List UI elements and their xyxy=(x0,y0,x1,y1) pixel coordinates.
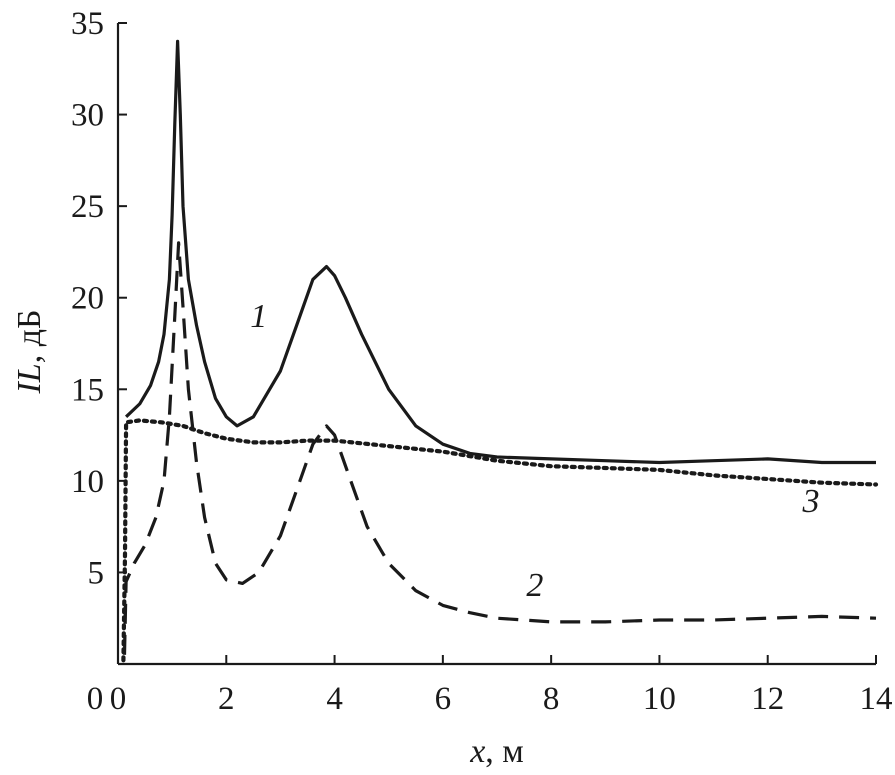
series-3-label: 3 xyxy=(802,483,820,520)
x-axis-unit: , м xyxy=(485,733,524,770)
labels-layer: 1 2 3 xyxy=(250,298,819,604)
series-2-line xyxy=(122,241,877,655)
x-axis-var: x xyxy=(469,733,485,770)
x-tick-label: 6 xyxy=(435,681,452,717)
y-tick-label: 5 xyxy=(88,555,105,591)
y-axis-var: IL xyxy=(11,363,48,394)
y-axis-title: IL, дБ xyxy=(11,309,48,394)
series-1-line xyxy=(124,39,876,465)
y-tick-label: 25 xyxy=(71,189,104,225)
series-layer xyxy=(121,39,879,663)
x-tick-label: 4 xyxy=(326,681,343,717)
y-axis-unit: , дБ xyxy=(11,309,48,363)
x-tick-label: 2 xyxy=(218,681,235,717)
y-tick-label: 30 xyxy=(71,98,104,134)
y-tick-label: 15 xyxy=(71,372,104,408)
x-tick-label: 10 xyxy=(643,681,676,717)
series-2-label: 2 xyxy=(526,567,543,604)
series-1-label: 1 xyxy=(250,298,267,335)
x-axis-title: x, м xyxy=(469,733,524,770)
x-tick-label: 14 xyxy=(860,681,893,717)
y-tick-label: 20 xyxy=(71,281,104,317)
x-tick-label: 8 xyxy=(543,681,560,717)
x-tick-label: 0 xyxy=(110,681,127,717)
axes xyxy=(116,23,876,666)
x-tick-label: 12 xyxy=(751,681,784,717)
x-tick-label: 0 xyxy=(87,681,104,717)
series-3-line xyxy=(121,418,879,663)
y-tick-label: 35 xyxy=(71,6,104,42)
y-tick-label: 10 xyxy=(71,464,104,500)
